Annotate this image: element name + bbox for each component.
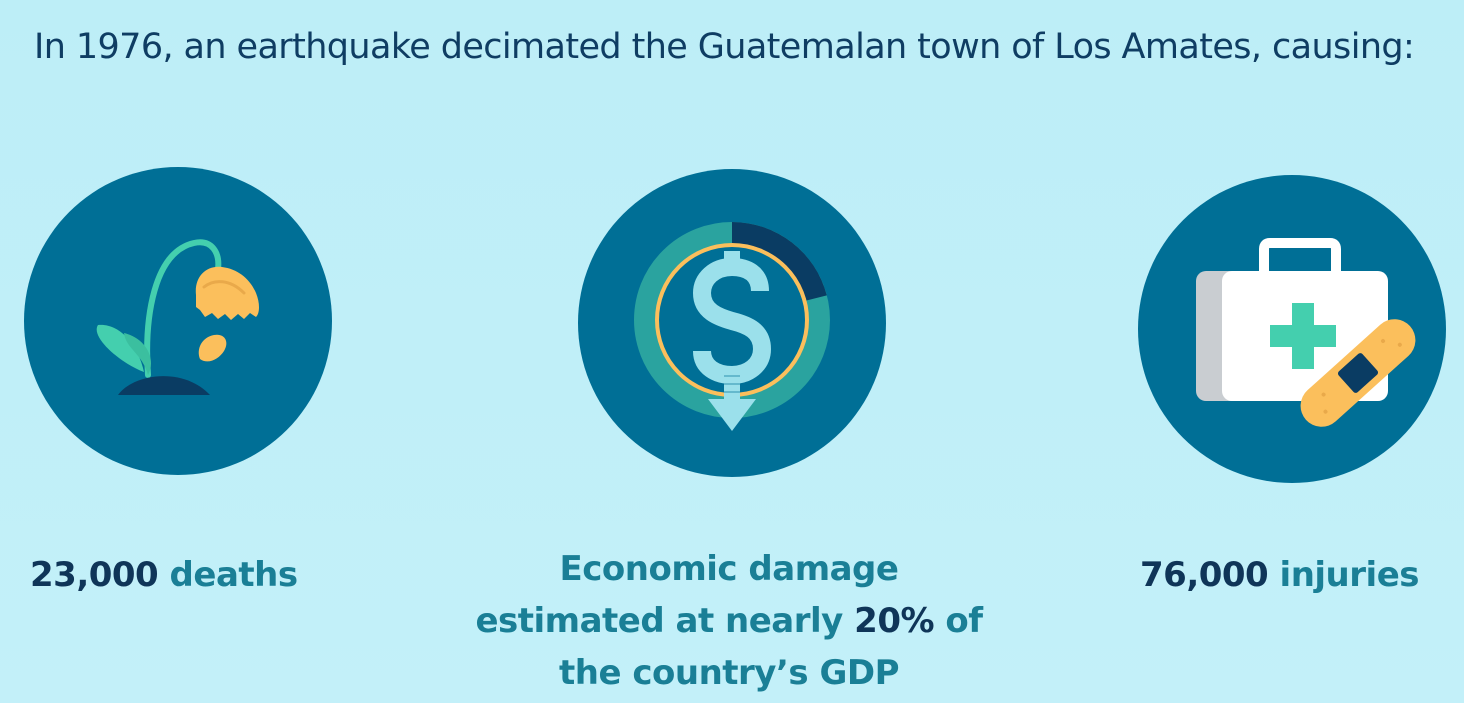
injuries-label: injuries [1279,555,1420,595]
deaths-label: deaths [169,555,299,595]
deaths-stat: 23,000 deaths [30,550,298,600]
wilted-flower-icon [24,167,332,475]
injuries-number: 76,000 [1140,555,1269,595]
headline: In 1976, an earthquake decimated the Gua… [34,27,1415,67]
economic-damage-prefix: estimated at nearly [475,601,843,641]
first-aid-kit-icon [1138,175,1446,483]
economic-damage-line3: the country’s GDP [559,653,900,693]
injuries-stat: 76,000 injuries [1140,550,1419,600]
deaths-number: 23,000 [30,555,159,595]
falling-dollar-icon [578,169,886,477]
economic-damage-line1: Economic damage [559,549,899,589]
economic-damage-stat: Economic damage estimated at nearly 20% … [454,543,1004,699]
economic-damage-line2: estimated at nearly 20% of [454,595,1004,647]
gdp-percent: 20% [854,601,935,641]
wilted-flower-graphic [24,167,332,475]
first-aid-kit-graphic [1138,175,1446,483]
falling-dollar-graphic [578,169,886,477]
economic-damage-suffix: of [945,601,983,641]
